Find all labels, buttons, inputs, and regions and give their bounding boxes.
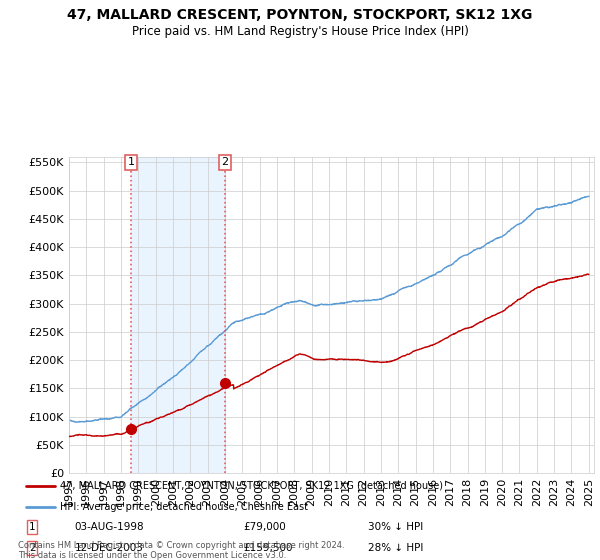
Text: 47, MALLARD CRESCENT, POYNTON, STOCKPORT, SK12 1XG (detached house): 47, MALLARD CRESCENT, POYNTON, STOCKPORT… [60,480,443,491]
Text: 03-AUG-1998: 03-AUG-1998 [74,522,144,532]
Text: 2: 2 [221,157,229,167]
Text: 30% ↓ HPI: 30% ↓ HPI [368,522,423,532]
Text: 1: 1 [29,522,35,532]
Text: £159,500: £159,500 [244,543,293,553]
Bar [131,157,225,473]
Text: 28% ↓ HPI: 28% ↓ HPI [368,543,423,553]
Text: 1: 1 [128,157,134,167]
Text: HPI: Average price, detached house, Cheshire East: HPI: Average price, detached house, Ches… [60,502,308,512]
Text: 47, MALLARD CRESCENT, POYNTON, STOCKPORT, SK12 1XG: 47, MALLARD CRESCENT, POYNTON, STOCKPORT… [67,8,533,22]
Text: 12-DEC-2003: 12-DEC-2003 [74,543,143,553]
Text: 2: 2 [29,543,35,553]
Text: £79,000: £79,000 [244,522,286,532]
Text: Price paid vs. HM Land Registry's House Price Index (HPI): Price paid vs. HM Land Registry's House … [131,25,469,38]
Text: Contains HM Land Registry data © Crown copyright and database right 2024.
This d: Contains HM Land Registry data © Crown c… [18,540,344,560]
